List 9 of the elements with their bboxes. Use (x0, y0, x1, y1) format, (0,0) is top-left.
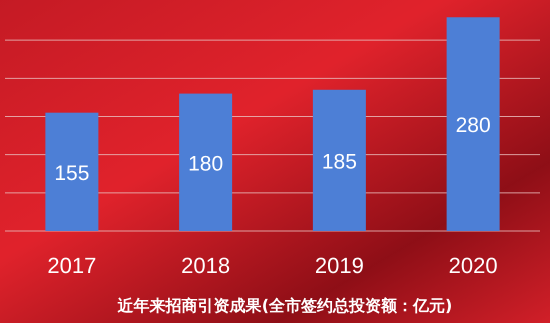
x-tick-label: 2019 (314, 253, 364, 278)
data-label: 180 (188, 152, 224, 176)
data-label: 280 (456, 114, 491, 138)
data-label: 155 (54, 162, 90, 185)
text: 近年来招商引资成果(全市签约总投资额：亿元) (116, 296, 452, 315)
x-tick-label: 2018 (181, 253, 230, 278)
data-label: 185 (322, 150, 357, 174)
x-tick-label: 2020 (448, 253, 498, 278)
x-tick-label: 2017 (47, 253, 96, 278)
